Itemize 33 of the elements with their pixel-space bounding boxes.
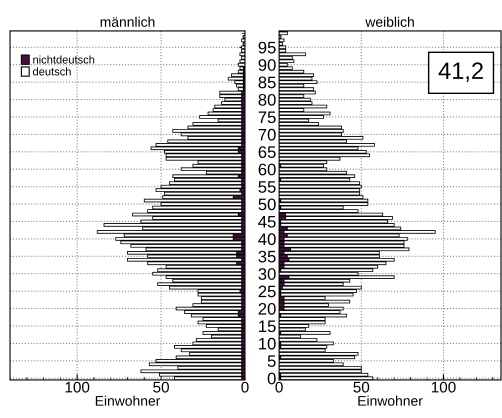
y-tick-label: 40	[258, 233, 276, 246]
x-tick-label: 50	[153, 382, 169, 393]
legend-label: nichtdeutsch	[33, 55, 94, 64]
legend-label: deutsch	[32, 67, 71, 76]
x-tick-label: 0	[275, 382, 283, 393]
y-tick-label: 25	[258, 286, 276, 298]
y-tick-label: 35	[258, 250, 276, 263]
chart-title: weiblich	[365, 16, 414, 27]
y-tick-label: 60	[258, 164, 276, 176]
x-tick-label: 0	[241, 382, 249, 393]
y-tick-label: 0	[268, 372, 276, 384]
y-tick-label: 50	[258, 198, 276, 210]
y-tick-label: 65	[258, 146, 276, 158]
y-tick-label: 5	[268, 355, 276, 368]
x-tick-label: 50	[353, 382, 370, 393]
annotation: 41,2	[438, 62, 483, 82]
y-tick-label: 30	[258, 268, 276, 280]
y-tick-label: 95	[258, 42, 276, 54]
y-tick-label: 45	[258, 216, 276, 228]
x-axis-title: Einwohner	[96, 396, 160, 406]
y-tick-label: 10	[259, 338, 276, 350]
y-tick-label: 80	[258, 94, 276, 106]
y-tick-label: 75	[258, 112, 276, 124]
x-tick-label: 100	[66, 382, 90, 393]
y-tick-label: 90	[258, 59, 276, 71]
y-tick-label: 85	[258, 76, 276, 88]
y-tick-label: 55	[258, 181, 276, 193]
y-tick-label: 20	[258, 302, 276, 315]
y-tick-label: 70	[258, 128, 276, 141]
x-tick-label: 100	[432, 382, 456, 393]
y-tick-label: 15	[259, 320, 276, 332]
x-axis-title: Einwohner	[358, 396, 423, 406]
chart-title: männlich	[100, 16, 154, 27]
